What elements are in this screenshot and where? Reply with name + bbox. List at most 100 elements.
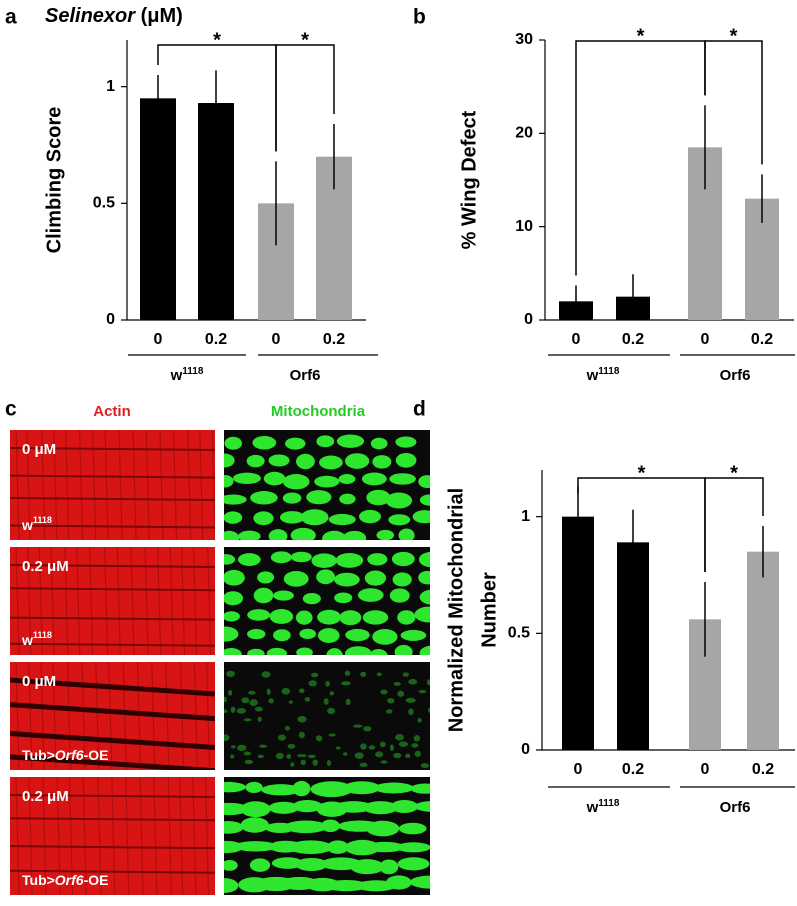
mitochondrion <box>325 680 330 687</box>
fiber-gap <box>10 869 215 874</box>
mitochondrion <box>397 690 405 697</box>
mitochondrion <box>409 875 430 889</box>
y-axis-label: Climbing Score <box>43 107 65 254</box>
fiber-gap <box>10 817 215 822</box>
mitochondrion <box>273 590 294 601</box>
mitochondrion <box>412 510 430 524</box>
x-tick-label: 0.2 <box>205 331 227 348</box>
group-sup: 1118 <box>598 366 620 377</box>
sarcomere <box>81 662 86 770</box>
mitochondrion <box>240 817 269 833</box>
mitochondrion <box>389 473 416 485</box>
dose-label: 0 μM <box>22 673 56 690</box>
mitochondrion <box>363 801 399 815</box>
mito-image <box>224 777 430 895</box>
fiber-gap <box>10 616 215 621</box>
sarcomere <box>42 777 47 895</box>
mitochondrion <box>329 691 335 696</box>
genotype-part: Orf6 <box>55 747 84 763</box>
mitochondrion <box>299 628 316 640</box>
fiber-gap <box>10 754 215 770</box>
significance-bracket <box>575 40 706 276</box>
sarcomere <box>187 430 192 540</box>
genotype-part: w <box>21 632 33 648</box>
mitochondrion <box>224 611 240 622</box>
mitochondrion <box>243 751 251 756</box>
sarcomere <box>207 547 212 655</box>
mitochondrion <box>244 759 254 765</box>
column-label: Actin <box>93 403 131 420</box>
sarcomere <box>66 662 72 770</box>
mitochondrion <box>238 530 261 540</box>
mitochondrion <box>408 678 418 685</box>
mitochondrion <box>322 530 347 540</box>
y-tick-label: 0 <box>521 741 530 758</box>
genotype-label: w1118 <box>21 630 52 647</box>
mitochondrion <box>224 626 239 642</box>
panel-letter: b <box>413 6 426 29</box>
actin-image <box>10 662 215 770</box>
mitochondrion <box>224 569 245 586</box>
image-bg <box>224 662 430 770</box>
mitochondrion <box>290 762 295 767</box>
mitochondrion <box>394 644 413 655</box>
mitochondrion <box>266 688 271 695</box>
actin-image <box>10 430 215 540</box>
mitochondrion <box>259 744 267 748</box>
mitochondrion <box>300 509 329 526</box>
mitochondrion <box>390 800 418 813</box>
mitochondrion <box>380 760 388 764</box>
y-axis-label: Normalized Mitochondrial <box>445 488 467 732</box>
genotype-part: 1118 <box>33 515 52 525</box>
mitochondrion <box>224 696 228 703</box>
mitochondrion <box>370 437 388 450</box>
mitochondrion <box>327 840 349 854</box>
mitochondrion <box>284 725 290 731</box>
mitochondrion <box>224 878 239 893</box>
mitochondrion <box>269 609 294 624</box>
mitochondrion <box>414 750 421 758</box>
mitochondrion <box>237 744 247 752</box>
mitochondrion <box>395 436 417 448</box>
x-tick-label: 0.2 <box>622 331 644 348</box>
mitochondrion <box>252 436 277 450</box>
group-sup: 1118 <box>598 798 620 809</box>
mitochondrion <box>316 435 335 448</box>
mitochondrion <box>243 718 252 722</box>
mitochondrion <box>286 754 292 759</box>
group-name: Orf6 <box>720 367 751 384</box>
panel-letter: d <box>413 398 426 421</box>
mitochondrion <box>398 528 415 540</box>
dose-label: 0.2 μM <box>22 788 69 805</box>
mitochondrion <box>324 879 368 892</box>
mitochondrion <box>426 679 430 686</box>
mitochondrion <box>299 688 305 694</box>
mitochondrion <box>282 474 310 490</box>
sarcomere <box>199 430 204 540</box>
mitochondrion <box>410 783 430 794</box>
fiber-gap <box>10 497 215 502</box>
mitochondrion <box>224 554 236 565</box>
mitochondrion <box>277 734 286 741</box>
mitochondrion <box>310 781 353 798</box>
sarcomere <box>192 547 198 655</box>
x-tick-label: 0.2 <box>323 331 345 348</box>
mitochondrion <box>233 841 278 852</box>
mitochondrion <box>287 743 296 749</box>
significance-bracket <box>704 477 764 572</box>
mitochondrion <box>365 841 405 853</box>
significance-star: * <box>638 462 646 484</box>
genotype-part: 1118 <box>33 630 52 640</box>
mitochondrion <box>266 647 287 655</box>
bar <box>562 516 594 750</box>
mitochondrion <box>342 530 367 540</box>
sarcomere <box>52 662 57 770</box>
mitochondrion <box>334 572 360 587</box>
mitochondrion <box>246 454 265 468</box>
mitochondrion <box>385 875 412 890</box>
mitochondrion <box>297 715 307 723</box>
title-unit: (μM) <box>141 5 183 27</box>
mitochondrion <box>387 697 395 704</box>
mitochondrion <box>354 752 364 759</box>
mitochondrion <box>245 781 263 793</box>
